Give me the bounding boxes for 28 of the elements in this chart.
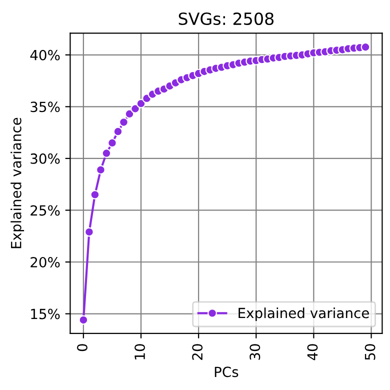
x-tick-label: 0	[76, 344, 88, 352]
point	[108, 138, 117, 148]
point	[78, 315, 88, 325]
y-tick-label: 25%	[30, 205, 60, 216]
legend-label: Explained variance	[238, 308, 369, 321]
x-tick-label: 10	[134, 344, 146, 360]
x-axis-title: PCs	[214, 366, 238, 378]
y-axis-title: Explained variance	[10, 118, 24, 248]
y-tick-label: 30%	[30, 153, 60, 164]
point	[84, 227, 94, 237]
point	[102, 148, 112, 158]
point	[130, 104, 140, 114]
x-tick-label: 30	[250, 344, 260, 360]
y-tick-label: 20%	[30, 256, 60, 268]
y-tick-label: 35%	[30, 102, 60, 112]
x-tick-label: 40	[307, 344, 318, 360]
point	[124, 109, 134, 119]
y-tick-label: 15%	[31, 308, 60, 320]
point	[90, 190, 100, 200]
x-tick-label: 20	[192, 344, 203, 360]
point	[136, 98, 146, 108]
y-tick-label: 40%	[30, 50, 60, 60]
point	[360, 42, 370, 52]
chart-title: SVGs: 2508	[178, 12, 274, 26]
x-tick-label: 50	[364, 344, 376, 360]
point	[96, 165, 106, 175]
point	[113, 126, 123, 136]
point	[119, 117, 128, 127]
